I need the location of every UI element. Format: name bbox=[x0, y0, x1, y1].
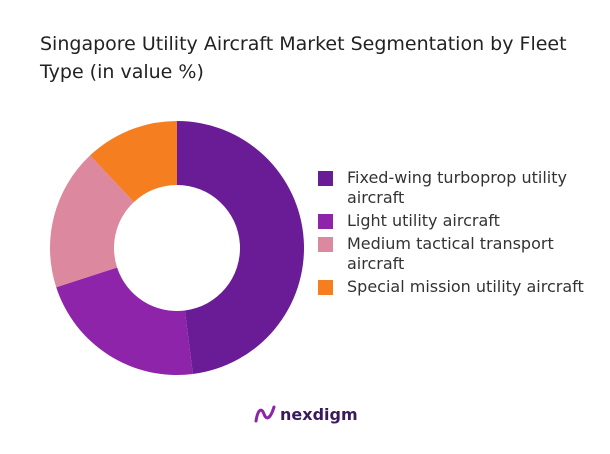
logo-text: nexdigm bbox=[280, 404, 358, 424]
legend: Fixed-wing turboprop utility aircraft Lig… bbox=[318, 168, 598, 300]
legend-swatch bbox=[318, 171, 333, 186]
nexdigm-logo: nexdigm bbox=[254, 404, 358, 424]
legend-label: Medium tactical transport aircraft bbox=[347, 234, 554, 273]
donut-slice-4 bbox=[90, 121, 177, 203]
donut-slice-1 bbox=[177, 121, 304, 374]
legend-item: Special mission utility aircraft bbox=[318, 277, 598, 297]
legend-label: Special mission utility aircraft bbox=[347, 277, 584, 296]
donut-slice-3 bbox=[50, 155, 134, 288]
legend-swatch bbox=[318, 237, 333, 252]
legend-item: Light utility aircraft bbox=[318, 211, 598, 231]
legend-label: Light utility aircraft bbox=[347, 211, 500, 230]
legend-swatch bbox=[318, 214, 333, 229]
legend-item: Fixed-wing turboprop utility aircraft bbox=[318, 168, 598, 208]
legend-item: Medium tactical transport aircraft bbox=[318, 234, 598, 274]
legend-swatch bbox=[318, 280, 333, 295]
donut-slice-2 bbox=[56, 267, 193, 375]
nexdigm-logo-icon bbox=[254, 405, 276, 423]
legend-label: Fixed-wing turboprop utility aircraft bbox=[347, 168, 567, 207]
chart-title: Singapore Utility Aircraft Market Segmen… bbox=[40, 33, 567, 83]
